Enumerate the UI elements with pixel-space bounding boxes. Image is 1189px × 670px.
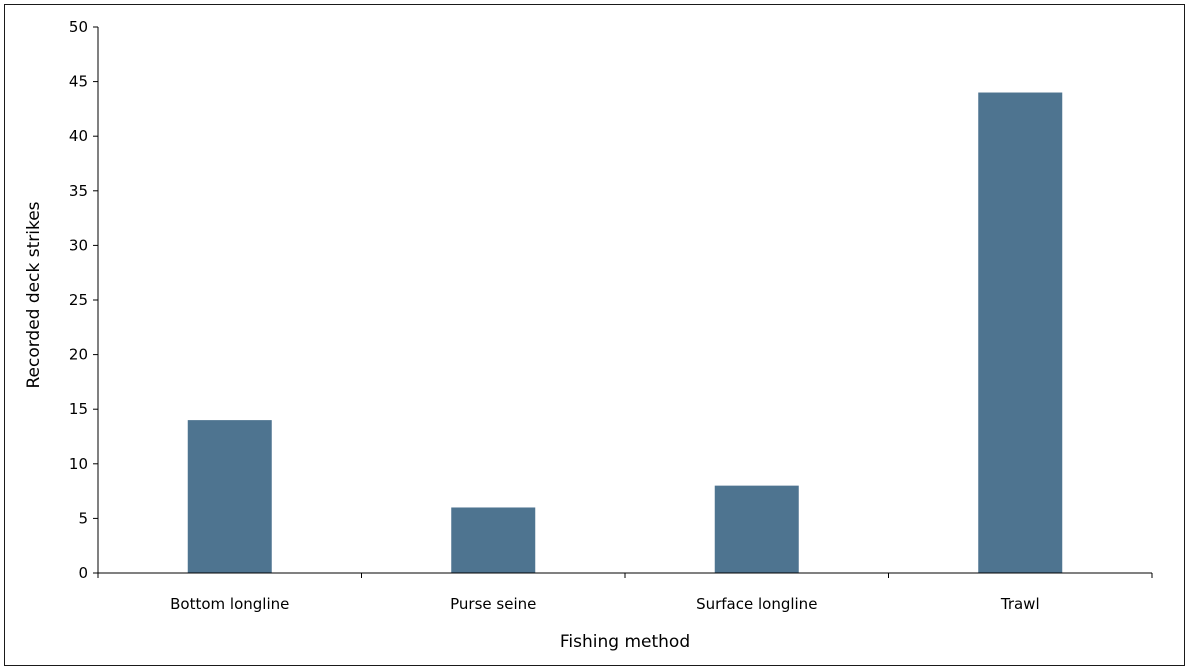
y-tick-label: 20 xyxy=(69,346,88,364)
x-tick-label: Bottom longline xyxy=(170,595,289,613)
y-tick-label: 0 xyxy=(78,564,88,582)
y-tick-label: 30 xyxy=(69,236,88,254)
bars-group xyxy=(187,92,1063,574)
x-axis: Bottom longline Purse seine Surface longli… xyxy=(97,572,1153,613)
y-tick-label: 15 xyxy=(69,400,88,418)
bar-purse-seine xyxy=(451,507,536,573)
y-tick-label: 25 xyxy=(69,291,88,309)
x-tick-label: Surface longline xyxy=(696,595,817,613)
x-tick-label: Trawl xyxy=(1000,595,1040,613)
bar-trawl xyxy=(978,92,1063,574)
bar-bottom-longline xyxy=(187,420,272,573)
x-axis-title: Fishing method xyxy=(560,632,690,652)
y-axis-title: Recorded deck strikes xyxy=(24,201,44,388)
y-axis: 0 5 10 15 20 25 30 35 40 45 50 xyxy=(69,18,99,582)
y-tick-label: 35 xyxy=(69,182,88,200)
x-tick-label: Purse seine xyxy=(450,595,536,613)
bar-surface-longline xyxy=(714,485,799,573)
y-tick-label: 40 xyxy=(69,127,88,145)
y-tick-label: 5 xyxy=(78,509,88,527)
y-tick-label: 10 xyxy=(69,455,88,473)
y-tick-label: 45 xyxy=(69,73,88,91)
y-tick-label: 50 xyxy=(69,18,88,36)
